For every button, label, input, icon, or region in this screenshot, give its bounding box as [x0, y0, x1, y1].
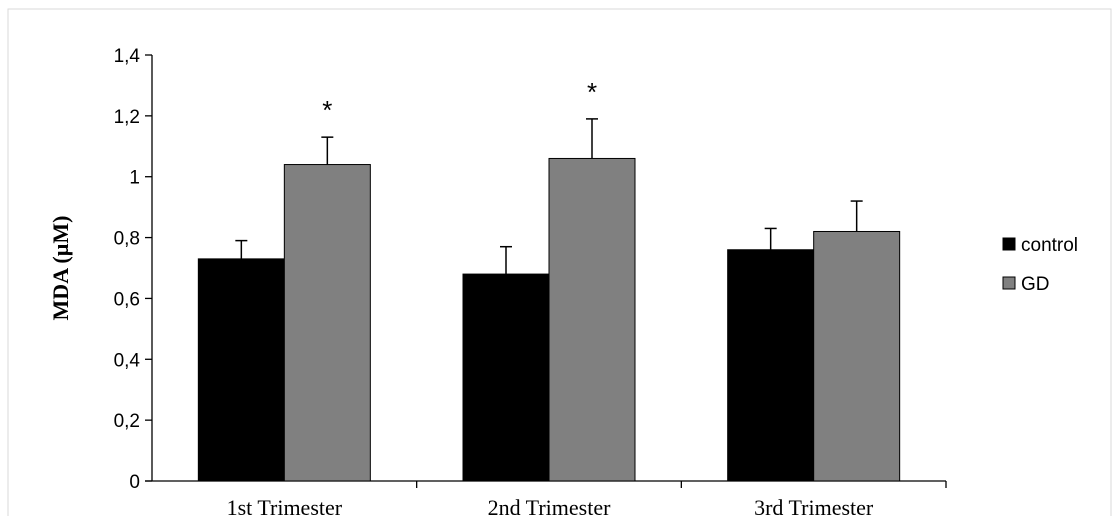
bar-gd	[813, 230, 901, 482]
legend-label-control: control	[1021, 235, 1078, 256]
y-tick-label: 0,2	[114, 411, 140, 432]
chart-frame	[7, 8, 1112, 516]
bar-gd	[283, 164, 371, 482]
x-tick-label: 1st Trimester	[227, 495, 343, 516]
bar-gd	[548, 157, 636, 482]
y-tick-label: 1,2	[114, 107, 140, 128]
bar-control	[197, 258, 285, 482]
significance-annotation: *	[587, 77, 597, 107]
bar-control	[727, 249, 815, 482]
significance-annotation: *	[322, 95, 332, 125]
legend-swatch-control	[1002, 237, 1016, 251]
y-axis-label: MDA (µM)	[48, 216, 73, 321]
y-tick-label: 0,6	[114, 289, 140, 310]
y-tick-label: 0	[129, 472, 140, 493]
x-tick-label: 3rd Trimester	[754, 495, 874, 516]
y-tick-label: 1,4	[114, 46, 141, 67]
legend-label-gd: GD	[1021, 274, 1050, 295]
bar-control	[462, 273, 550, 482]
y-tick-label: 0,8	[114, 229, 140, 250]
x-tick-label: 2nd Trimester	[488, 495, 612, 516]
y-tick-label: 0,4	[114, 350, 141, 371]
legend-swatch-gd	[1002, 276, 1016, 290]
y-tick-label: 1	[129, 168, 140, 189]
